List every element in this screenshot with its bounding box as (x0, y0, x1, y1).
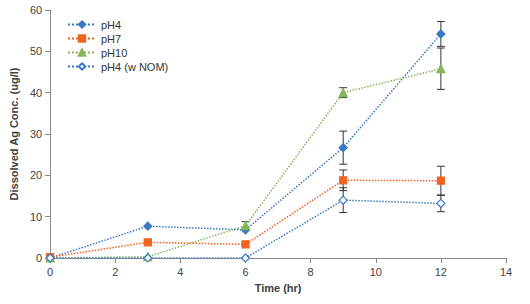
svg-text:pH7: pH7 (101, 33, 121, 45)
svg-text:6: 6 (242, 266, 248, 278)
svg-text:40: 40 (30, 87, 42, 99)
svg-text:4: 4 (177, 266, 183, 278)
svg-text:pH4: pH4 (101, 19, 121, 31)
svg-text:0: 0 (36, 252, 42, 264)
svg-text:14: 14 (500, 266, 512, 278)
svg-text:10: 10 (370, 266, 382, 278)
svg-text:12: 12 (435, 266, 447, 278)
svg-text:20: 20 (30, 169, 42, 181)
svg-text:8: 8 (308, 266, 314, 278)
svg-text:pH4 (w NOM): pH4 (w NOM) (101, 61, 168, 73)
svg-text:50: 50 (30, 45, 42, 57)
svg-text:2: 2 (112, 266, 118, 278)
svg-text:pH10: pH10 (101, 47, 127, 59)
svg-text:0: 0 (47, 266, 53, 278)
svg-text:Dissolved Ag Conc. (ug/l): Dissolved Ag Conc. (ug/l) (8, 67, 20, 200)
svg-text:60: 60 (30, 4, 42, 16)
svg-text:10: 10 (30, 211, 42, 223)
svg-text:30: 30 (30, 128, 42, 140)
svg-text:Time (hr): Time (hr) (255, 282, 302, 294)
